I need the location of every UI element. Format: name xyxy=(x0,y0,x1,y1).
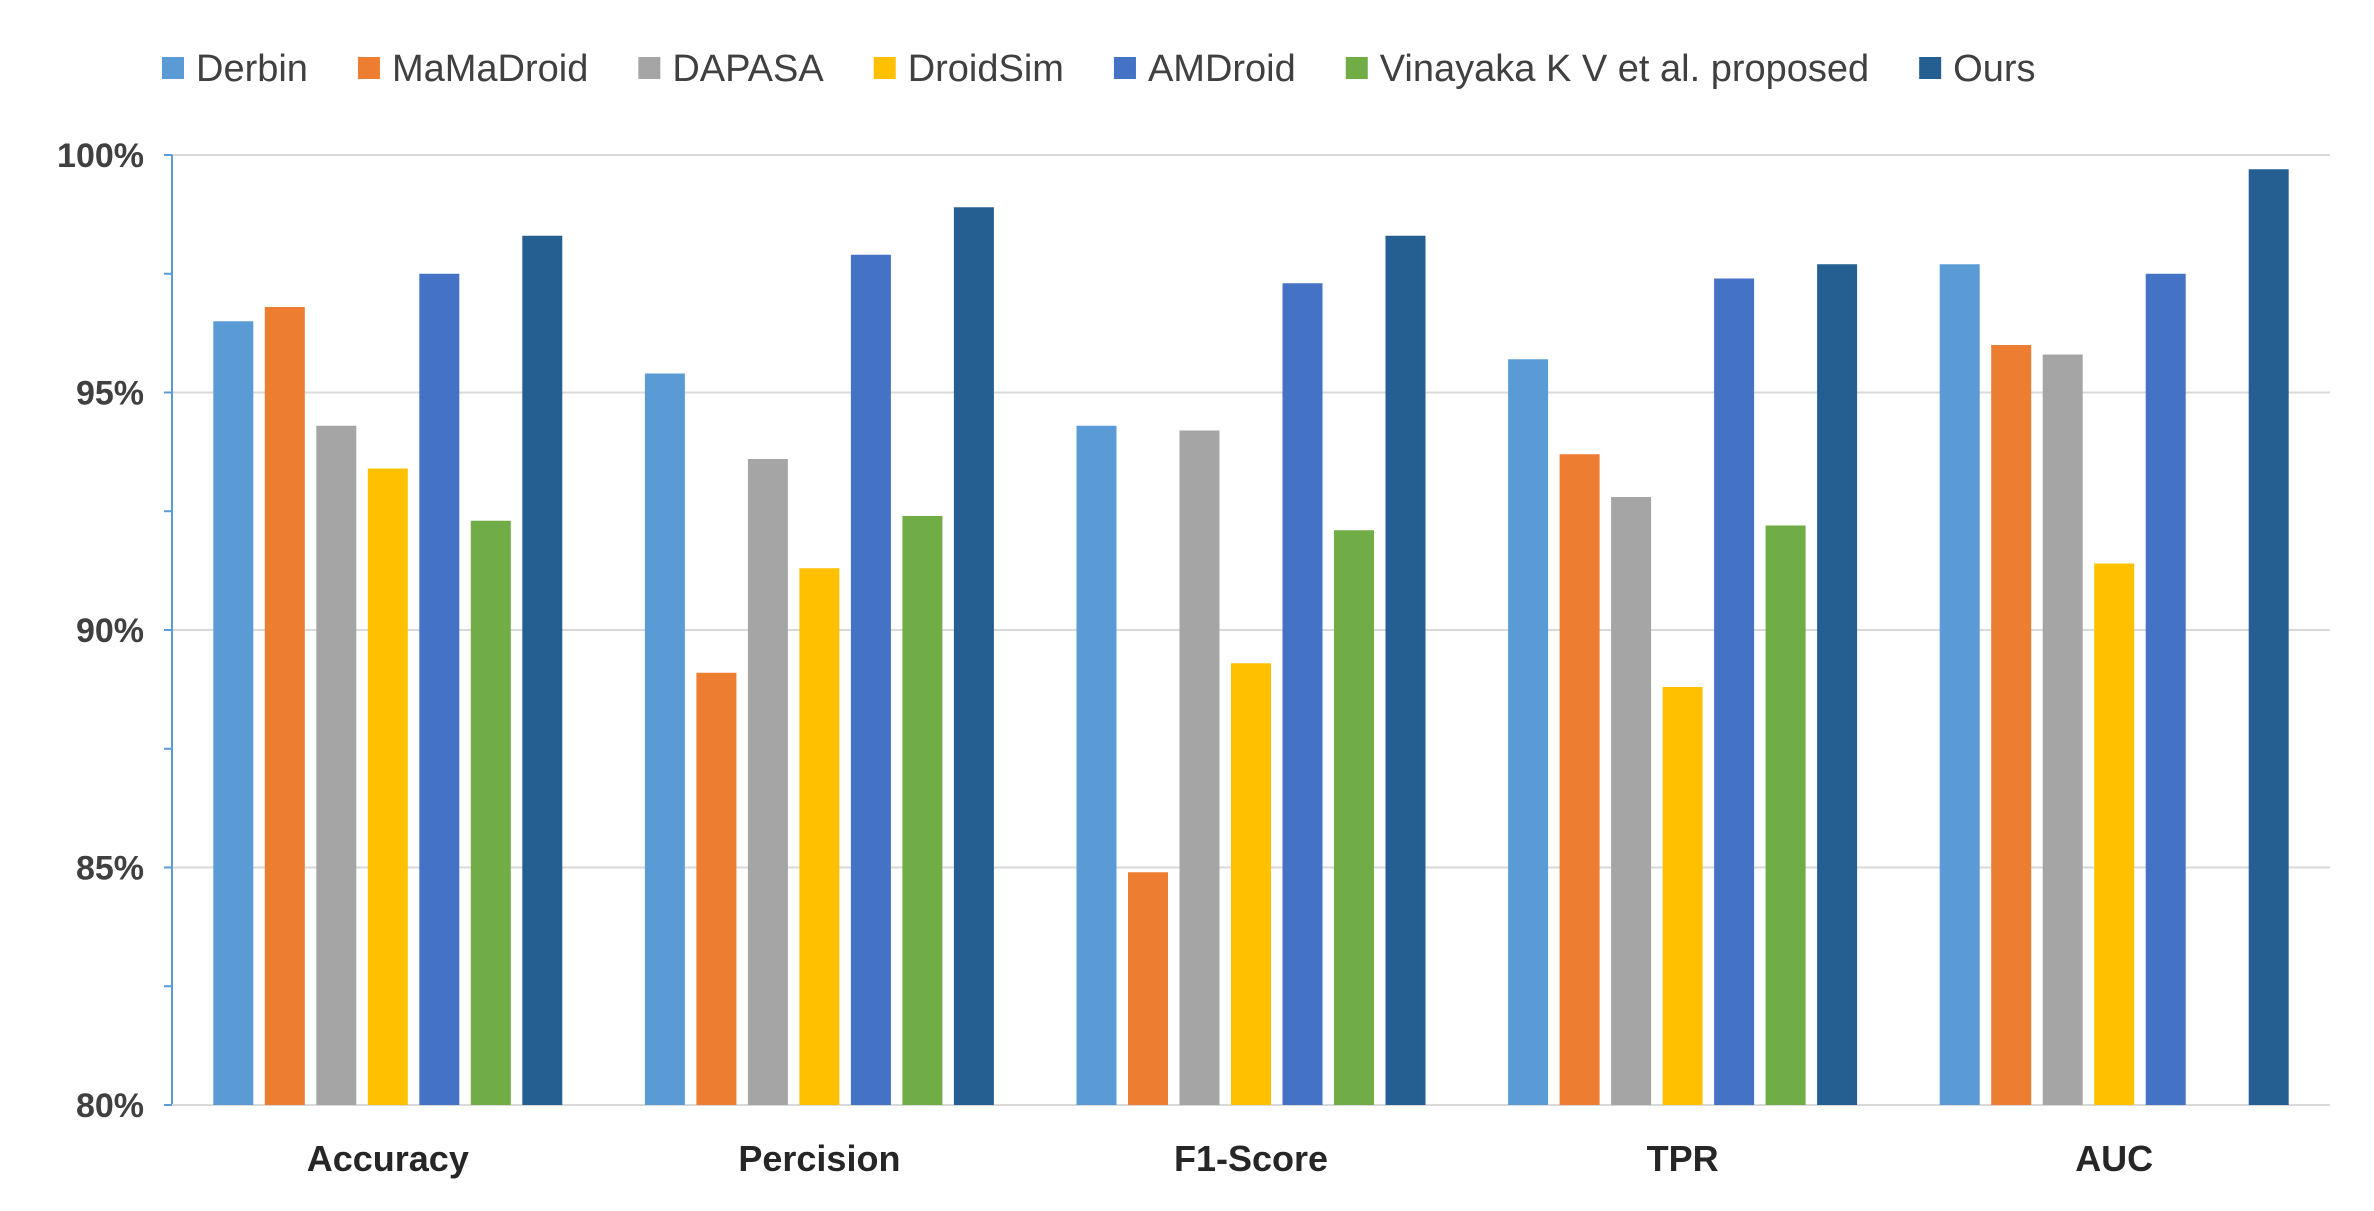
legend: Derbin MaMaDroid DAPASA DroidSim AMDroid Vina… xyxy=(162,48,2036,90)
x-tick-label: Accuracy xyxy=(307,1138,469,1179)
bar-accuracy-vinayaka-k-v-et-al-proposed xyxy=(470,520,511,1105)
x-tick-label: AUC xyxy=(2075,1138,2153,1179)
axis-labels: 80% 85% 90% 95% 100% Accuracy Percision F1-Scor… xyxy=(57,137,2153,1179)
legend-label-dapasa: DAPASA xyxy=(672,48,824,90)
legend-label-derbin: Derbin xyxy=(196,48,308,90)
bar-percision-mamadroid xyxy=(696,672,737,1105)
y-tick-label: 90% xyxy=(76,612,144,650)
legend-swatch-derbin xyxy=(162,57,184,79)
bar-percision-vinayaka-k-v-et-al-proposed xyxy=(902,516,943,1105)
legend-label-vinayaka-k-v-et-al-proposed: Vinayaka K V et al. proposed xyxy=(1380,48,1869,90)
bar-tpr-mamadroid xyxy=(1559,454,1600,1105)
legend-swatch-vinayaka-k-v-et-al-proposed xyxy=(1345,57,1368,79)
bar-accuracy-ours xyxy=(522,235,563,1105)
bar-auc-amdroid xyxy=(2145,273,2186,1105)
bar-percision-dapasa xyxy=(747,459,788,1105)
legend-swatch-mamadroid xyxy=(357,57,380,79)
legend-label-droidsim: DroidSim xyxy=(908,48,1064,90)
y-tick-label: 95% xyxy=(76,375,144,413)
y-tick-label: 85% xyxy=(76,850,144,888)
bar-accuracy-amdroid xyxy=(419,273,460,1105)
y-tick-label: 100% xyxy=(57,137,144,175)
bar-f1-score-droidsim xyxy=(1231,663,1271,1105)
legend-swatch-dapasa xyxy=(638,57,661,79)
bar-f1-score-dapasa xyxy=(1179,430,1220,1105)
legend-label-mamadroid: MaMaDroid xyxy=(392,48,588,90)
bar-accuracy-mamadroid xyxy=(264,307,305,1105)
bar-f1-score-amdroid xyxy=(1282,283,1323,1105)
bar-tpr-dapasa xyxy=(1611,497,1652,1105)
bar-auc-droidsim xyxy=(2094,563,2135,1105)
legend-label-amdroid: AMDroid xyxy=(1148,48,1296,90)
bar-f1-score-ours xyxy=(1385,235,1426,1105)
bar-accuracy-derbin xyxy=(213,321,254,1105)
bar-auc-dapasa xyxy=(2042,354,2083,1105)
legend-label-ours: Ours xyxy=(1953,48,2035,90)
legend-swatch-ours xyxy=(1919,57,1942,79)
bar-percision-amdroid xyxy=(850,254,891,1105)
bar-tpr-ours xyxy=(1817,264,1858,1105)
y-tick-label: 80% xyxy=(76,1087,144,1125)
bar-percision-derbin xyxy=(644,373,685,1105)
bar-percision-droidsim xyxy=(799,568,840,1105)
bar-tpr-derbin xyxy=(1508,359,1549,1105)
x-tick-label: TPR xyxy=(1647,1138,1719,1179)
bar-f1-score-vinayaka-k-v-et-al-proposed xyxy=(1334,530,1374,1105)
bar-tpr-amdroid xyxy=(1714,278,1755,1105)
bar-f1-score-mamadroid xyxy=(1128,872,1168,1105)
legend-swatch-amdroid xyxy=(1113,57,1136,79)
x-tick-label: F1-Score xyxy=(1174,1138,1328,1179)
bar-auc-ours xyxy=(2248,169,2289,1105)
bars xyxy=(213,169,2289,1105)
bar-auc-mamadroid xyxy=(1991,345,2032,1105)
x-tick-label: Percision xyxy=(738,1138,900,1179)
bar-f1-score-derbin xyxy=(1076,425,1117,1105)
bar-tpr-droidsim xyxy=(1662,687,1703,1105)
bar-percision-ours xyxy=(953,207,994,1105)
bar-auc-derbin xyxy=(1939,264,1980,1105)
bar-tpr-vinayaka-k-v-et-al-proposed xyxy=(1765,525,1806,1105)
bar-accuracy-dapasa xyxy=(316,425,357,1105)
legend-swatch-droidsim xyxy=(873,57,896,79)
bar-accuracy-droidsim xyxy=(367,468,408,1105)
